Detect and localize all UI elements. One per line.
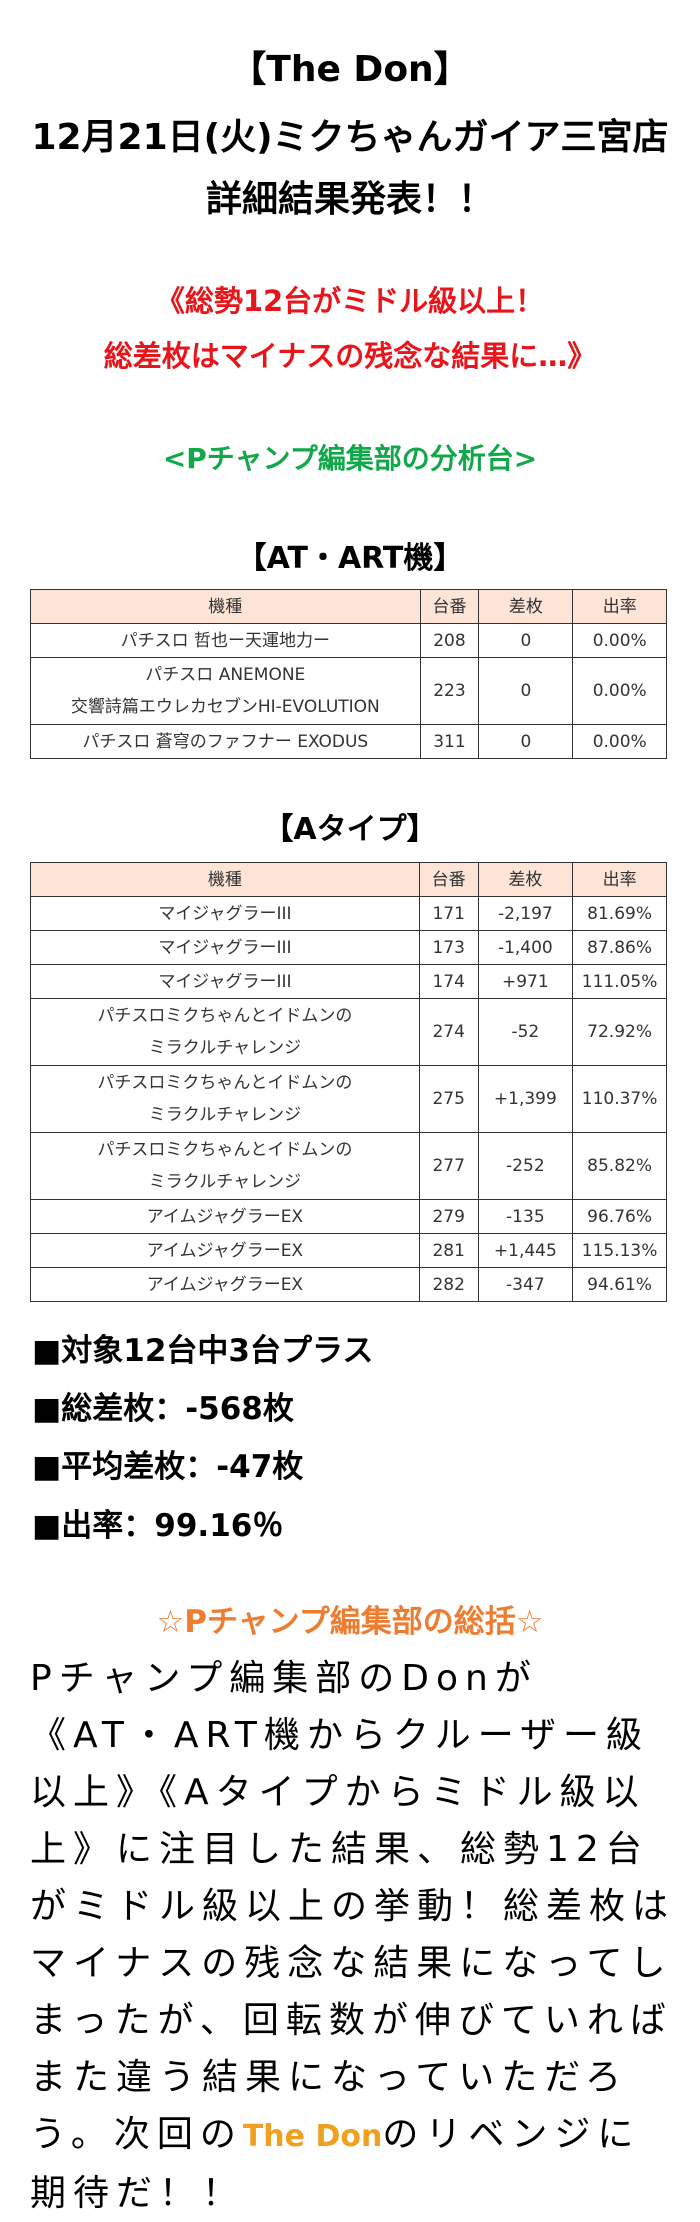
table-cell: 311 [419,724,480,759]
table-cell: 111.05% [572,964,667,999]
table-cell: 174 [418,964,479,999]
table-cell: 0 [478,623,574,658]
table-cell: 0.00% [572,657,667,725]
table-cell: マイジャグラーIII [30,896,420,931]
table-cell: -2,197 [477,896,574,931]
table-cell: 87.86% [572,930,667,965]
table-cell: パチスロミクちゃんとイドムンの ミラクルチャレンジ [30,1065,420,1133]
brand-name: The Don [242,2119,383,2154]
table-row: マイジャグラーIII 171 -2,197 81.69% [30,896,667,931]
page: 【The Don】 12月21日(火)ミクちゃんガイア三宮店 詳細結果発表！！ … [30,49,669,2214]
table-cell: 110.37% [572,1065,667,1133]
table-row: パチスロ ANEMONE 交響詩篇エウレカセブンHI-EVOLUTION 223 0… [30,657,667,725]
table-cell: 0.00% [572,724,667,759]
summary-line: ■出率：99.16％ [32,1508,284,1544]
table-row: アイムジャグラーEX 282 -347 94.61% [30,1267,667,1302]
data-table: 機種 台番 差枚 出率 マイジャグラーIII 171 -2,197 81.69% マイジャグラー… [30,862,667,1302]
table-cell: 72.92% [572,998,667,1066]
table-cell: 94.61% [572,1267,667,1302]
table-cell: 277 [418,1132,479,1200]
table-row: アイムジャグラーEX 281 +1,445 115.13% [30,1233,667,1268]
summary-line: ■対象12台中3台プラス [32,1333,374,1369]
summary-line: ■総差枚：-568枚 [32,1391,294,1427]
table-cell: +1,445 [477,1233,574,1268]
table-cell: -347 [477,1267,574,1302]
column-header: 差枚 [477,862,574,897]
header-row: 機種 台番 差枚 出率 [30,862,667,897]
column-header: 出率 [572,589,667,624]
column-header: 台番 [418,862,479,897]
table-cell: パチスロミクちゃんとイドムンの ミラクルチャレンジ [30,1132,420,1200]
review-heading: ☆Pチャンプ編集部の総括☆ [156,1604,544,1640]
table-cell: 173 [418,930,479,965]
table-cell: +1,399 [477,1065,574,1133]
table-cell: パチスロ ANEMONE 交響詩篇エウレカセブンHI-EVOLUTION [30,657,421,725]
table-row: マイジャグラーIII 174 +971 111.05% [30,964,667,999]
table-row: アイムジャグラーEX 279 -135 96.76% [30,1199,667,1234]
header-row: 機種 台番 差枚 出率 [30,589,667,624]
table-cell: +971 [477,964,574,999]
headline: 総差枚はマイナスの残念な結果に…》 [103,339,597,373]
column-header: 出率 [572,862,667,897]
section-label: <Pチャンプ編集部の分析台> [162,442,538,475]
table-cell: 0 [478,724,574,759]
table-cell: 171 [418,896,479,931]
column-header: 台番 [419,589,480,624]
table-cell: 223 [419,657,480,725]
table-cell: 115.13% [572,1233,667,1268]
table-cell: 208 [419,623,480,658]
table-cell: 274 [418,998,479,1066]
table-cell: アイムジャグラーEX [30,1267,420,1302]
table-cell: -135 [477,1199,574,1234]
column-header: 機種 [30,862,420,897]
table-cell: 0.00% [572,623,667,658]
table-cell: -252 [477,1132,574,1200]
table-row: パチスロミクちゃんとイドムンの ミラクルチャレンジ 275 +1,399 110.37… [30,1065,667,1133]
table-cell: 0 [478,657,574,725]
subtitle: 詳細結果発表！！ [205,179,494,220]
table-cell: -1,400 [477,930,574,965]
table-cell: パチスロ 蒼穹のファフナー EXODUS [30,724,421,759]
column-header: 機種 [30,589,421,624]
table-title: 【AT・ART機】 [236,541,464,576]
table-cell: 96.76% [572,1199,667,1234]
data-table: 機種 台番 差枚 出率 パチスロ 哲也ー天運地力ー 208 0 0.00% パチスロ ANEMO… [30,589,667,759]
table-row: マイジャグラーIII 173 -1,400 87.86% [30,930,667,965]
table-cell: 281 [418,1233,479,1268]
summary-line: ■平均差枚：-47枚 [32,1449,304,1485]
headline: 《総勢12台がミドル級以上！ [155,284,545,318]
table-cell: -52 [477,998,574,1066]
title: 【The Don】 [230,49,470,90]
text: Pチャンプ編集部のDonが《AT・ART機からクルーザー級以上》《Aタイプからミ… [30,1658,676,2155]
table-cell: アイムジャグラーEX [30,1199,420,1234]
subtitle: 12月21日(火)ミクちゃんガイア三宮店 [31,117,669,158]
table-row: パチスロ 蒼穹のファフナー EXODUS 311 0 0.00% [30,724,667,759]
table-cell: アイムジャグラーEX [30,1233,420,1268]
table-cell: 282 [418,1267,479,1302]
table-row: パチスロミクちゃんとイドムンの ミラクルチャレンジ 274 -52 72.92% [30,998,667,1066]
review-paragraph: Pチャンプ編集部のDonが《AT・ART機からクルーザー級以上》《Aタイプからミ… [30,1650,675,2222]
column-header: 差枚 [478,589,574,624]
table-cell: 275 [418,1065,479,1133]
table-cell: 279 [418,1199,479,1234]
table-cell: 85.82% [572,1132,667,1200]
table-cell: マイジャグラーIII [30,964,420,999]
table-title: 【Aタイプ】 [263,812,437,847]
table-row: パチスロ 哲也ー天運地力ー 208 0 0.00% [30,623,667,658]
table-cell: 81.69% [572,896,667,931]
table-row: パチスロミクちゃんとイドムンの ミラクルチャレンジ 277 -252 85.82% [30,1132,667,1200]
table-cell: マイジャグラーIII [30,930,420,965]
table-cell: パチスロミクちゃんとイドムンの ミラクルチャレンジ [30,998,420,1066]
table-cell: パチスロ 哲也ー天運地力ー [30,623,421,658]
